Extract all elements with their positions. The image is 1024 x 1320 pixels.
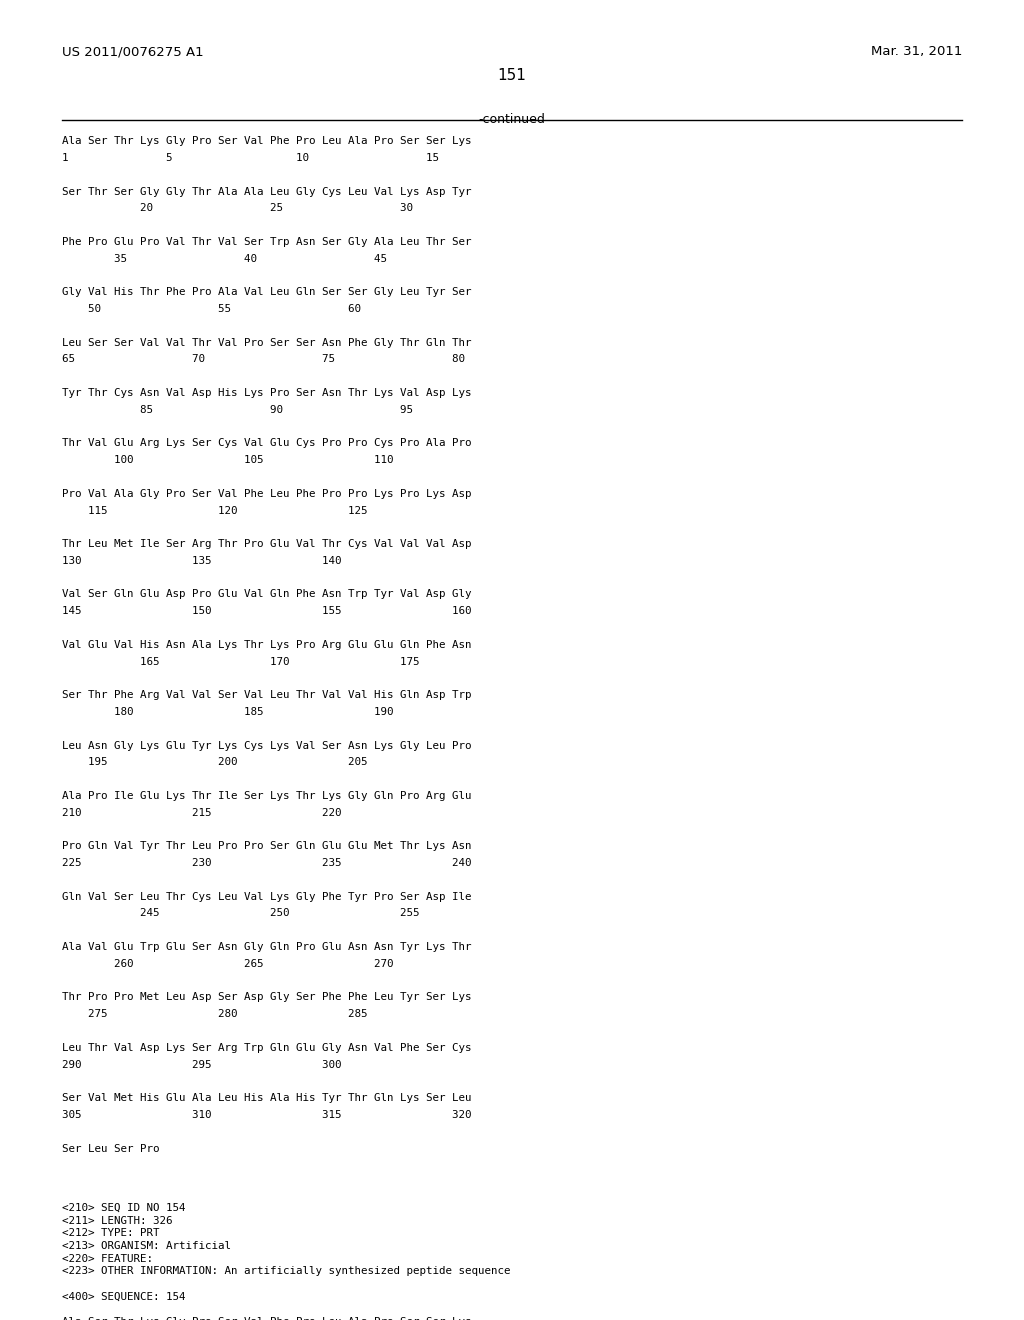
Text: <223> OTHER INFORMATION: An artificially synthesized peptide sequence: <223> OTHER INFORMATION: An artificially… (62, 1266, 511, 1276)
Text: 100                 105                 110: 100 105 110 (62, 455, 393, 465)
Text: Leu Asn Gly Lys Glu Tyr Lys Cys Lys Val Ser Asn Lys Gly Leu Pro: Leu Asn Gly Lys Glu Tyr Lys Cys Lys Val … (62, 741, 471, 751)
Text: <210> SEQ ID NO 154: <210> SEQ ID NO 154 (62, 1203, 185, 1213)
Text: 210                 215                 220: 210 215 220 (62, 808, 341, 817)
Text: Val Ser Gln Glu Asp Pro Glu Val Gln Phe Asn Trp Tyr Val Asp Gly: Val Ser Gln Glu Asp Pro Glu Val Gln Phe … (62, 590, 471, 599)
Text: 1               5                   10                  15: 1 5 10 15 (62, 153, 439, 162)
Text: Ser Leu Ser Pro: Ser Leu Ser Pro (62, 1143, 160, 1154)
Text: Tyr Thr Cys Asn Val Asp His Lys Pro Ser Asn Thr Lys Val Asp Lys: Tyr Thr Cys Asn Val Asp His Lys Pro Ser … (62, 388, 471, 397)
Text: 145                 150                 155                 160: 145 150 155 160 (62, 606, 471, 616)
Text: -continued: -continued (478, 114, 546, 127)
Text: Thr Pro Pro Met Leu Asp Ser Asp Gly Ser Phe Phe Leu Tyr Ser Lys: Thr Pro Pro Met Leu Asp Ser Asp Gly Ser … (62, 993, 471, 1002)
Text: <213> ORGANISM: Artificial: <213> ORGANISM: Artificial (62, 1241, 231, 1251)
Text: 305                 310                 315                 320: 305 310 315 320 (62, 1110, 471, 1119)
Text: 151: 151 (498, 69, 526, 83)
Text: 50                  55                  60: 50 55 60 (62, 304, 361, 314)
Text: <212> TYPE: PRT: <212> TYPE: PRT (62, 1229, 160, 1238)
Text: Ser Thr Ser Gly Gly Thr Ala Ala Leu Gly Cys Leu Val Lys Asp Tyr: Ser Thr Ser Gly Gly Thr Ala Ala Leu Gly … (62, 186, 471, 197)
Text: Leu Thr Val Asp Lys Ser Arg Trp Gln Glu Gly Asn Val Phe Ser Cys: Leu Thr Val Asp Lys Ser Arg Trp Gln Glu … (62, 1043, 471, 1053)
Text: 115                 120                 125: 115 120 125 (62, 506, 368, 516)
Text: <220> FEATURE:: <220> FEATURE: (62, 1254, 153, 1263)
Text: 180                 185                 190: 180 185 190 (62, 708, 393, 717)
Text: Val Glu Val His Asn Ala Lys Thr Lys Pro Arg Glu Glu Gln Phe Asn: Val Glu Val His Asn Ala Lys Thr Lys Pro … (62, 640, 471, 649)
Text: Leu Ser Ser Val Val Thr Val Pro Ser Ser Asn Phe Gly Thr Gln Thr: Leu Ser Ser Val Val Thr Val Pro Ser Ser … (62, 338, 471, 347)
Text: Pro Val Ala Gly Pro Ser Val Phe Leu Phe Pro Pro Lys Pro Lys Asp: Pro Val Ala Gly Pro Ser Val Phe Leu Phe … (62, 488, 471, 499)
Text: 275                 280                 285: 275 280 285 (62, 1010, 368, 1019)
Text: US 2011/0076275 A1: US 2011/0076275 A1 (62, 45, 204, 58)
Text: Thr Val Glu Arg Lys Ser Cys Val Glu Cys Pro Pro Cys Pro Ala Pro: Thr Val Glu Arg Lys Ser Cys Val Glu Cys … (62, 438, 471, 449)
Text: 20                  25                  30: 20 25 30 (62, 203, 413, 214)
Text: Ala Ser Thr Lys Gly Pro Ser Val Phe Pro Leu Ala Pro Ser Ser Lys: Ala Ser Thr Lys Gly Pro Ser Val Phe Pro … (62, 1317, 471, 1320)
Text: 245                 250                 255: 245 250 255 (62, 908, 420, 919)
Text: Thr Leu Met Ile Ser Arg Thr Pro Glu Val Thr Cys Val Val Val Asp: Thr Leu Met Ile Ser Arg Thr Pro Glu Val … (62, 539, 471, 549)
Text: 85                  90                  95: 85 90 95 (62, 405, 413, 414)
Text: 225                 230                 235                 240: 225 230 235 240 (62, 858, 471, 869)
Text: Mar. 31, 2011: Mar. 31, 2011 (870, 45, 962, 58)
Text: Ala Pro Ile Glu Lys Thr Ile Ser Lys Thr Lys Gly Gln Pro Arg Glu: Ala Pro Ile Glu Lys Thr Ile Ser Lys Thr … (62, 791, 471, 801)
Text: Ala Val Glu Trp Glu Ser Asn Gly Gln Pro Glu Asn Asn Tyr Lys Thr: Ala Val Glu Trp Glu Ser Asn Gly Gln Pro … (62, 942, 471, 952)
Text: 130                 135                 140: 130 135 140 (62, 556, 341, 566)
Text: <211> LENGTH: 326: <211> LENGTH: 326 (62, 1216, 172, 1226)
Text: 65                  70                  75                  80: 65 70 75 80 (62, 354, 465, 364)
Text: 195                 200                 205: 195 200 205 (62, 758, 368, 767)
Text: Ala Ser Thr Lys Gly Pro Ser Val Phe Pro Leu Ala Pro Ser Ser Lys: Ala Ser Thr Lys Gly Pro Ser Val Phe Pro … (62, 136, 471, 147)
Text: 35                  40                  45: 35 40 45 (62, 253, 387, 264)
Text: Ser Val Met His Glu Ala Leu His Ala His Tyr Thr Gln Lys Ser Leu: Ser Val Met His Glu Ala Leu His Ala His … (62, 1093, 471, 1104)
Text: 290                 295                 300: 290 295 300 (62, 1060, 341, 1069)
Text: Phe Pro Glu Pro Val Thr Val Ser Trp Asn Ser Gly Ala Leu Thr Ser: Phe Pro Glu Pro Val Thr Val Ser Trp Asn … (62, 236, 471, 247)
Text: 260                 265                 270: 260 265 270 (62, 958, 393, 969)
Text: <400> SEQUENCE: 154: <400> SEQUENCE: 154 (62, 1292, 185, 1302)
Text: 165                 170                 175: 165 170 175 (62, 656, 420, 667)
Text: Gln Val Ser Leu Thr Cys Leu Val Lys Gly Phe Tyr Pro Ser Asp Ile: Gln Val Ser Leu Thr Cys Leu Val Lys Gly … (62, 892, 471, 902)
Text: Pro Gln Val Tyr Thr Leu Pro Pro Ser Gln Glu Glu Met Thr Lys Asn: Pro Gln Val Tyr Thr Leu Pro Pro Ser Gln … (62, 841, 471, 851)
Text: Gly Val His Thr Phe Pro Ala Val Leu Gln Ser Ser Gly Leu Tyr Ser: Gly Val His Thr Phe Pro Ala Val Leu Gln … (62, 288, 471, 297)
Text: Ser Thr Phe Arg Val Val Ser Val Leu Thr Val Val His Gln Asp Trp: Ser Thr Phe Arg Val Val Ser Val Leu Thr … (62, 690, 471, 700)
